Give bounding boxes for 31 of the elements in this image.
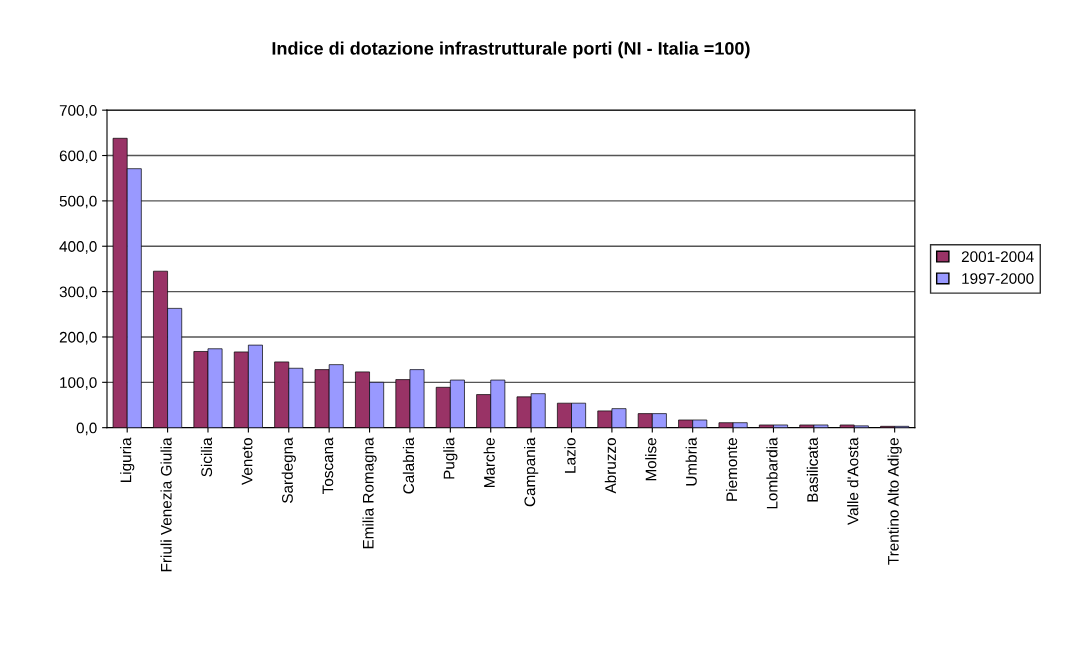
x-tick-label: Trentino Alto Adige: [887, 438, 902, 565]
y-tick-label: 400,0: [59, 241, 97, 254]
chart-title: Indice di dotazione infrastrutturale porti (NI - Italia =100): [272, 41, 750, 59]
x-tick-label: Liguria: [120, 437, 135, 483]
x-tick-label: Valle d'Aosta: [847, 437, 859, 525]
y-tick-label: 300,0: [59, 286, 97, 300]
x-tick-label: Lazio: [564, 438, 576, 473]
x-tick-label: Marche: [483, 438, 495, 488]
legend-label: 1997-2000: [962, 273, 1034, 284]
x-tick-label: Friuli Venezia Giulia: [160, 437, 172, 572]
x-tick-label: Molise: [645, 438, 657, 481]
x-tick-label: Umbria: [685, 437, 697, 486]
x-tick-label: Sardegna: [281, 437, 296, 503]
x-tick-label: Toscana: [322, 437, 334, 494]
legend-label: 2001-2004: [961, 251, 1034, 263]
y-tick-label: 600,0: [59, 150, 97, 164]
y-tick-label: 100,0: [60, 377, 97, 390]
x-tick-label: Veneto: [241, 438, 253, 485]
x-tick-label: Sicilia: [200, 437, 213, 477]
y-tick-label: 0,0: [76, 422, 97, 436]
x-tick-label: Puglia: [443, 437, 458, 479]
x-tick-label: Emilia Romagna: [362, 437, 377, 549]
x-tick-label: Campania: [524, 437, 539, 507]
x-tick-label: Lombardia: [766, 437, 778, 509]
x-tick-label: Calabria: [402, 437, 415, 494]
x-tick-label: Abruzzo: [604, 438, 617, 494]
y-tick-label: 700,0: [59, 105, 97, 118]
y-tick-label: 200,0: [59, 331, 97, 345]
x-tick-label: Piemonte: [725, 438, 738, 501]
y-tick-label: 500,0: [59, 195, 97, 209]
x-tick-label: Basilicata: [806, 437, 818, 502]
